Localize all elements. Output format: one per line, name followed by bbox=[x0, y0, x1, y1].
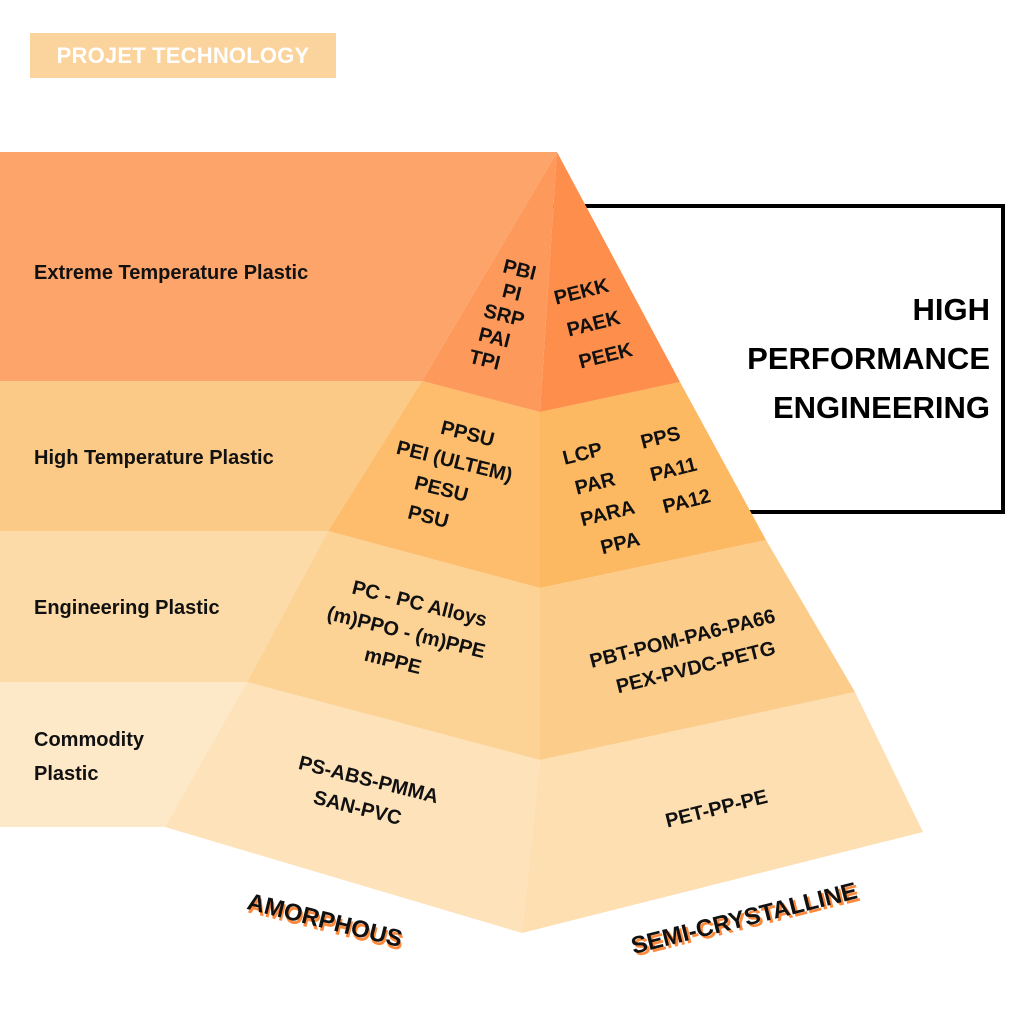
material-pi: PI bbox=[500, 280, 524, 306]
band-engineering bbox=[0, 531, 328, 682]
tier3-semicrystalline-face bbox=[540, 540, 855, 760]
label-commodity-line1: Commodity bbox=[34, 729, 145, 751]
tier4-semicrystalline-face bbox=[522, 692, 923, 933]
label-engineering: Engineering Plastic bbox=[34, 597, 220, 619]
callout-line-1: HIGH bbox=[912, 292, 991, 327]
band-high-temperature bbox=[0, 381, 422, 531]
high-performance-bracket bbox=[553, 204, 1005, 514]
label-commodity-line2: Plastic bbox=[34, 763, 98, 785]
tier1-semicrystalline-face bbox=[540, 152, 680, 412]
tier1-amorphous-face bbox=[422, 152, 557, 412]
brand-label: PROJET TECHNOLOGY bbox=[30, 33, 336, 78]
tier2-amorphous-face bbox=[328, 381, 540, 588]
tier4-amorphous-face bbox=[165, 682, 540, 933]
band-commodity bbox=[0, 682, 247, 827]
tier2-semicrystalline-face bbox=[540, 382, 766, 588]
band-extreme-temperature bbox=[0, 152, 557, 381]
callout-line-3: ENGINEERING bbox=[772, 390, 990, 425]
axis-amorphous-group: AMORPHOUS AMORPHOUS bbox=[245, 888, 407, 956]
high-performance-callout: HIGH PERFORMANCE ENGINEERING bbox=[700, 285, 990, 432]
label-extreme-temperature: Extreme Temperature Plastic bbox=[34, 262, 308, 284]
tier3-amorphous-face bbox=[247, 531, 540, 760]
label-high-temperature: High Temperature Plastic bbox=[34, 447, 274, 469]
callout-line-2: PERFORMANCE bbox=[747, 341, 990, 376]
